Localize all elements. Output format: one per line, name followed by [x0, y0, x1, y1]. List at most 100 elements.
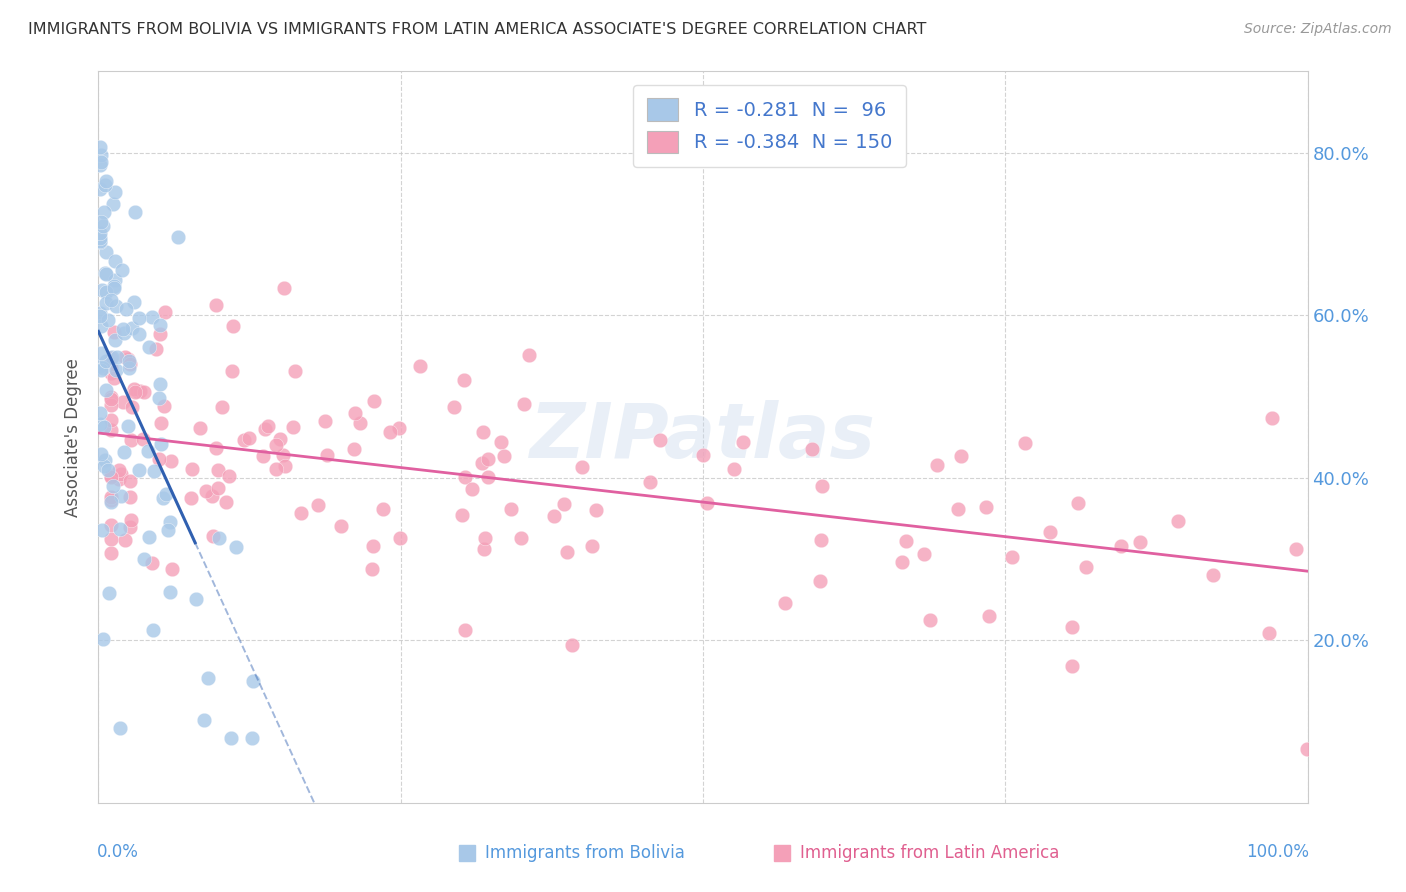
Point	[128, 326, 150, 341]
Point	[1014, 436, 1036, 450]
Point	[149, 376, 172, 391]
Point	[110, 489, 132, 503]
Point	[131, 432, 153, 446]
Point	[184, 592, 207, 607]
Point	[100, 413, 122, 427]
Point	[100, 367, 122, 381]
Point	[271, 448, 294, 462]
Point	[110, 467, 132, 481]
Point	[101, 196, 124, 211]
Point	[1129, 535, 1152, 549]
Point	[443, 401, 465, 415]
Text: ZIPatlas: ZIPatlas	[530, 401, 876, 474]
Point	[474, 531, 496, 545]
Point	[100, 293, 122, 307]
Point	[471, 425, 494, 439]
Point	[105, 363, 128, 377]
Point	[454, 470, 477, 484]
Point	[205, 441, 228, 455]
Point	[361, 539, 384, 553]
Point	[100, 423, 122, 437]
Point	[149, 326, 172, 341]
Point	[108, 722, 131, 736]
Point	[159, 585, 181, 599]
Point	[132, 552, 155, 566]
Point	[90, 523, 112, 537]
Point	[149, 437, 172, 451]
Point	[207, 463, 229, 477]
Point	[145, 342, 167, 356]
Point	[120, 357, 142, 371]
Point	[136, 443, 159, 458]
Point	[90, 447, 112, 461]
Point	[329, 519, 352, 533]
Point	[389, 531, 412, 545]
Point	[104, 273, 127, 287]
Point	[124, 204, 146, 219]
Point	[118, 519, 141, 533]
Point	[100, 532, 122, 546]
Point	[100, 392, 122, 406]
Point	[453, 373, 475, 387]
Point	[90, 345, 112, 359]
Point	[141, 310, 163, 325]
Text: 100.0%: 100.0%	[1246, 843, 1309, 861]
Point	[121, 321, 143, 335]
Point	[134, 384, 156, 399]
Point	[315, 448, 337, 462]
Point	[648, 433, 671, 447]
Point	[472, 542, 495, 557]
Point	[89, 306, 111, 320]
Point	[100, 468, 122, 483]
Point	[274, 458, 297, 473]
Point	[1062, 659, 1084, 673]
Point	[90, 363, 112, 377]
Point	[159, 515, 181, 529]
Point	[89, 158, 111, 172]
Point	[138, 530, 160, 544]
Point	[581, 539, 603, 553]
Point	[733, 434, 755, 449]
Point	[112, 395, 135, 409]
Point	[157, 523, 180, 537]
Text: 0.0%: 0.0%	[97, 843, 139, 861]
Point	[121, 400, 143, 414]
Y-axis label: Associate's Degree: Associate's Degree	[65, 358, 83, 516]
Point	[571, 459, 593, 474]
Point	[894, 534, 917, 549]
Point	[344, 406, 367, 420]
Point	[219, 731, 242, 745]
Point	[543, 509, 565, 524]
Point	[773, 596, 796, 610]
Point	[1202, 568, 1225, 582]
Point	[112, 326, 135, 340]
Point	[361, 562, 384, 576]
Point	[89, 406, 111, 420]
Point	[810, 533, 832, 547]
Text: Immigrants from Bolivia: Immigrants from Bolivia	[485, 844, 685, 862]
Point	[205, 298, 228, 312]
Point	[112, 445, 135, 459]
Point	[94, 244, 117, 259]
Point	[152, 491, 174, 505]
Point	[98, 585, 121, 599]
Point	[363, 394, 385, 409]
Point	[100, 351, 122, 366]
Point	[138, 340, 160, 354]
Point	[104, 185, 127, 199]
Point	[148, 452, 170, 467]
Point	[950, 449, 973, 463]
Point	[96, 285, 118, 299]
Point	[97, 312, 120, 326]
Point	[215, 494, 238, 508]
Point	[124, 384, 146, 399]
Point	[891, 556, 914, 570]
Point	[927, 458, 949, 472]
Point	[89, 227, 111, 241]
Point	[409, 359, 432, 374]
Point	[371, 502, 394, 516]
Point	[509, 531, 531, 545]
Point	[195, 483, 218, 498]
Point	[104, 254, 127, 268]
Point	[477, 470, 499, 484]
